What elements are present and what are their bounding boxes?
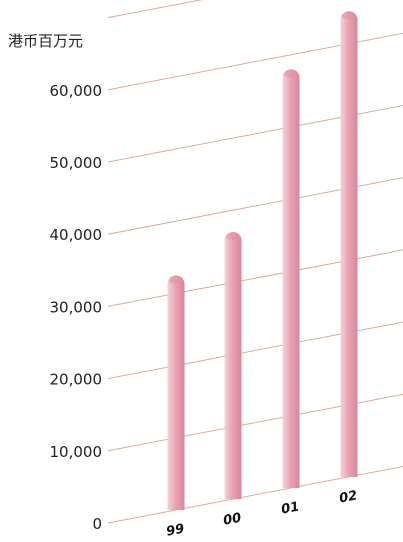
x-tick-label: 02 [338,488,359,506]
y-tick-label: 10,000 [50,443,103,461]
bar-cap [169,276,183,284]
gridline [107,321,403,380]
gridline [107,466,403,524]
bar-cap [342,12,356,20]
x-axis-ticks: 99 00 01 02 [165,488,359,539]
bar [167,275,185,510]
gridline [107,32,403,91]
y-axis-ticks: 0 10,000 20,000 30,000 40,000 50,000 60,000 [50,82,103,533]
y-tick-label: 40,000 [50,226,103,244]
bar-cap [284,70,298,78]
y-tick-label: 30,000 [50,298,103,316]
x-tick-label: 01 [280,499,301,517]
gridline [107,177,403,235]
y-tick-label: 0 [92,515,102,533]
bar [224,231,242,500]
x-tick-label: 00 [222,511,243,529]
bar-99 [167,275,185,510]
gridline [107,0,203,19]
gridline [107,393,403,452]
bar-00 [224,231,242,500]
x-tick-label: 99 [165,521,186,539]
gridlines [107,0,403,524]
bar-01 [282,69,300,488]
unit-label: 港币百万元 [8,32,83,50]
bars [167,11,358,510]
gridline [107,249,403,307]
gridline [107,105,403,163]
bar [340,11,358,477]
y-tick-label: 50,000 [50,154,103,172]
bar [282,69,300,488]
bar-cap [226,232,240,241]
y-tick-label: 60,000 [50,82,103,100]
bar-02 [340,11,358,477]
y-tick-label: 20,000 [50,371,103,389]
